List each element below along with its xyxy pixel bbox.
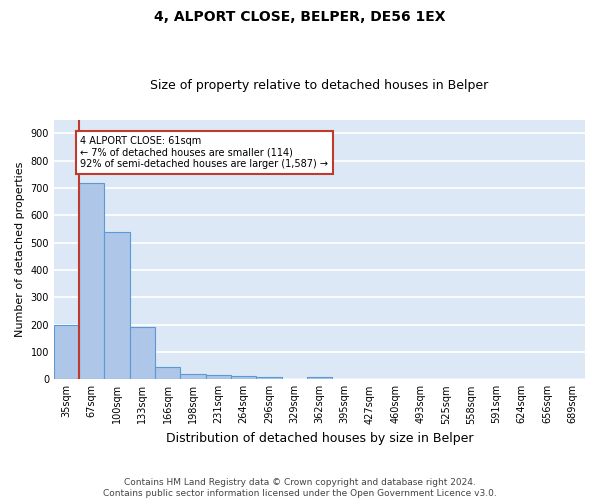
Bar (256, 377, 281, 380)
Text: 4 ALPORT CLOSE: 61sqm
← 7% of detached houses are smaller (114)
92% of semi-deta: 4 ALPORT CLOSE: 61sqm ← 7% of detached h… (80, 136, 328, 169)
Bar (206, 376, 231, 380)
Bar (79, 183, 104, 380)
Bar (231, 376, 256, 380)
Text: Contains HM Land Registry data © Crown copyright and database right 2024.
Contai: Contains HM Land Registry data © Crown c… (103, 478, 497, 498)
Bar (155, 366, 181, 380)
Bar (181, 374, 206, 380)
Bar (130, 327, 155, 380)
Bar (104, 232, 130, 380)
X-axis label: Distribution of detached houses by size in Belper: Distribution of detached houses by size … (166, 432, 473, 445)
Bar (307, 377, 332, 380)
Title: Size of property relative to detached houses in Belper: Size of property relative to detached ho… (151, 79, 488, 92)
Y-axis label: Number of detached properties: Number of detached properties (15, 162, 25, 337)
Text: 4, ALPORT CLOSE, BELPER, DE56 1EX: 4, ALPORT CLOSE, BELPER, DE56 1EX (154, 10, 446, 24)
Bar (54, 324, 79, 380)
